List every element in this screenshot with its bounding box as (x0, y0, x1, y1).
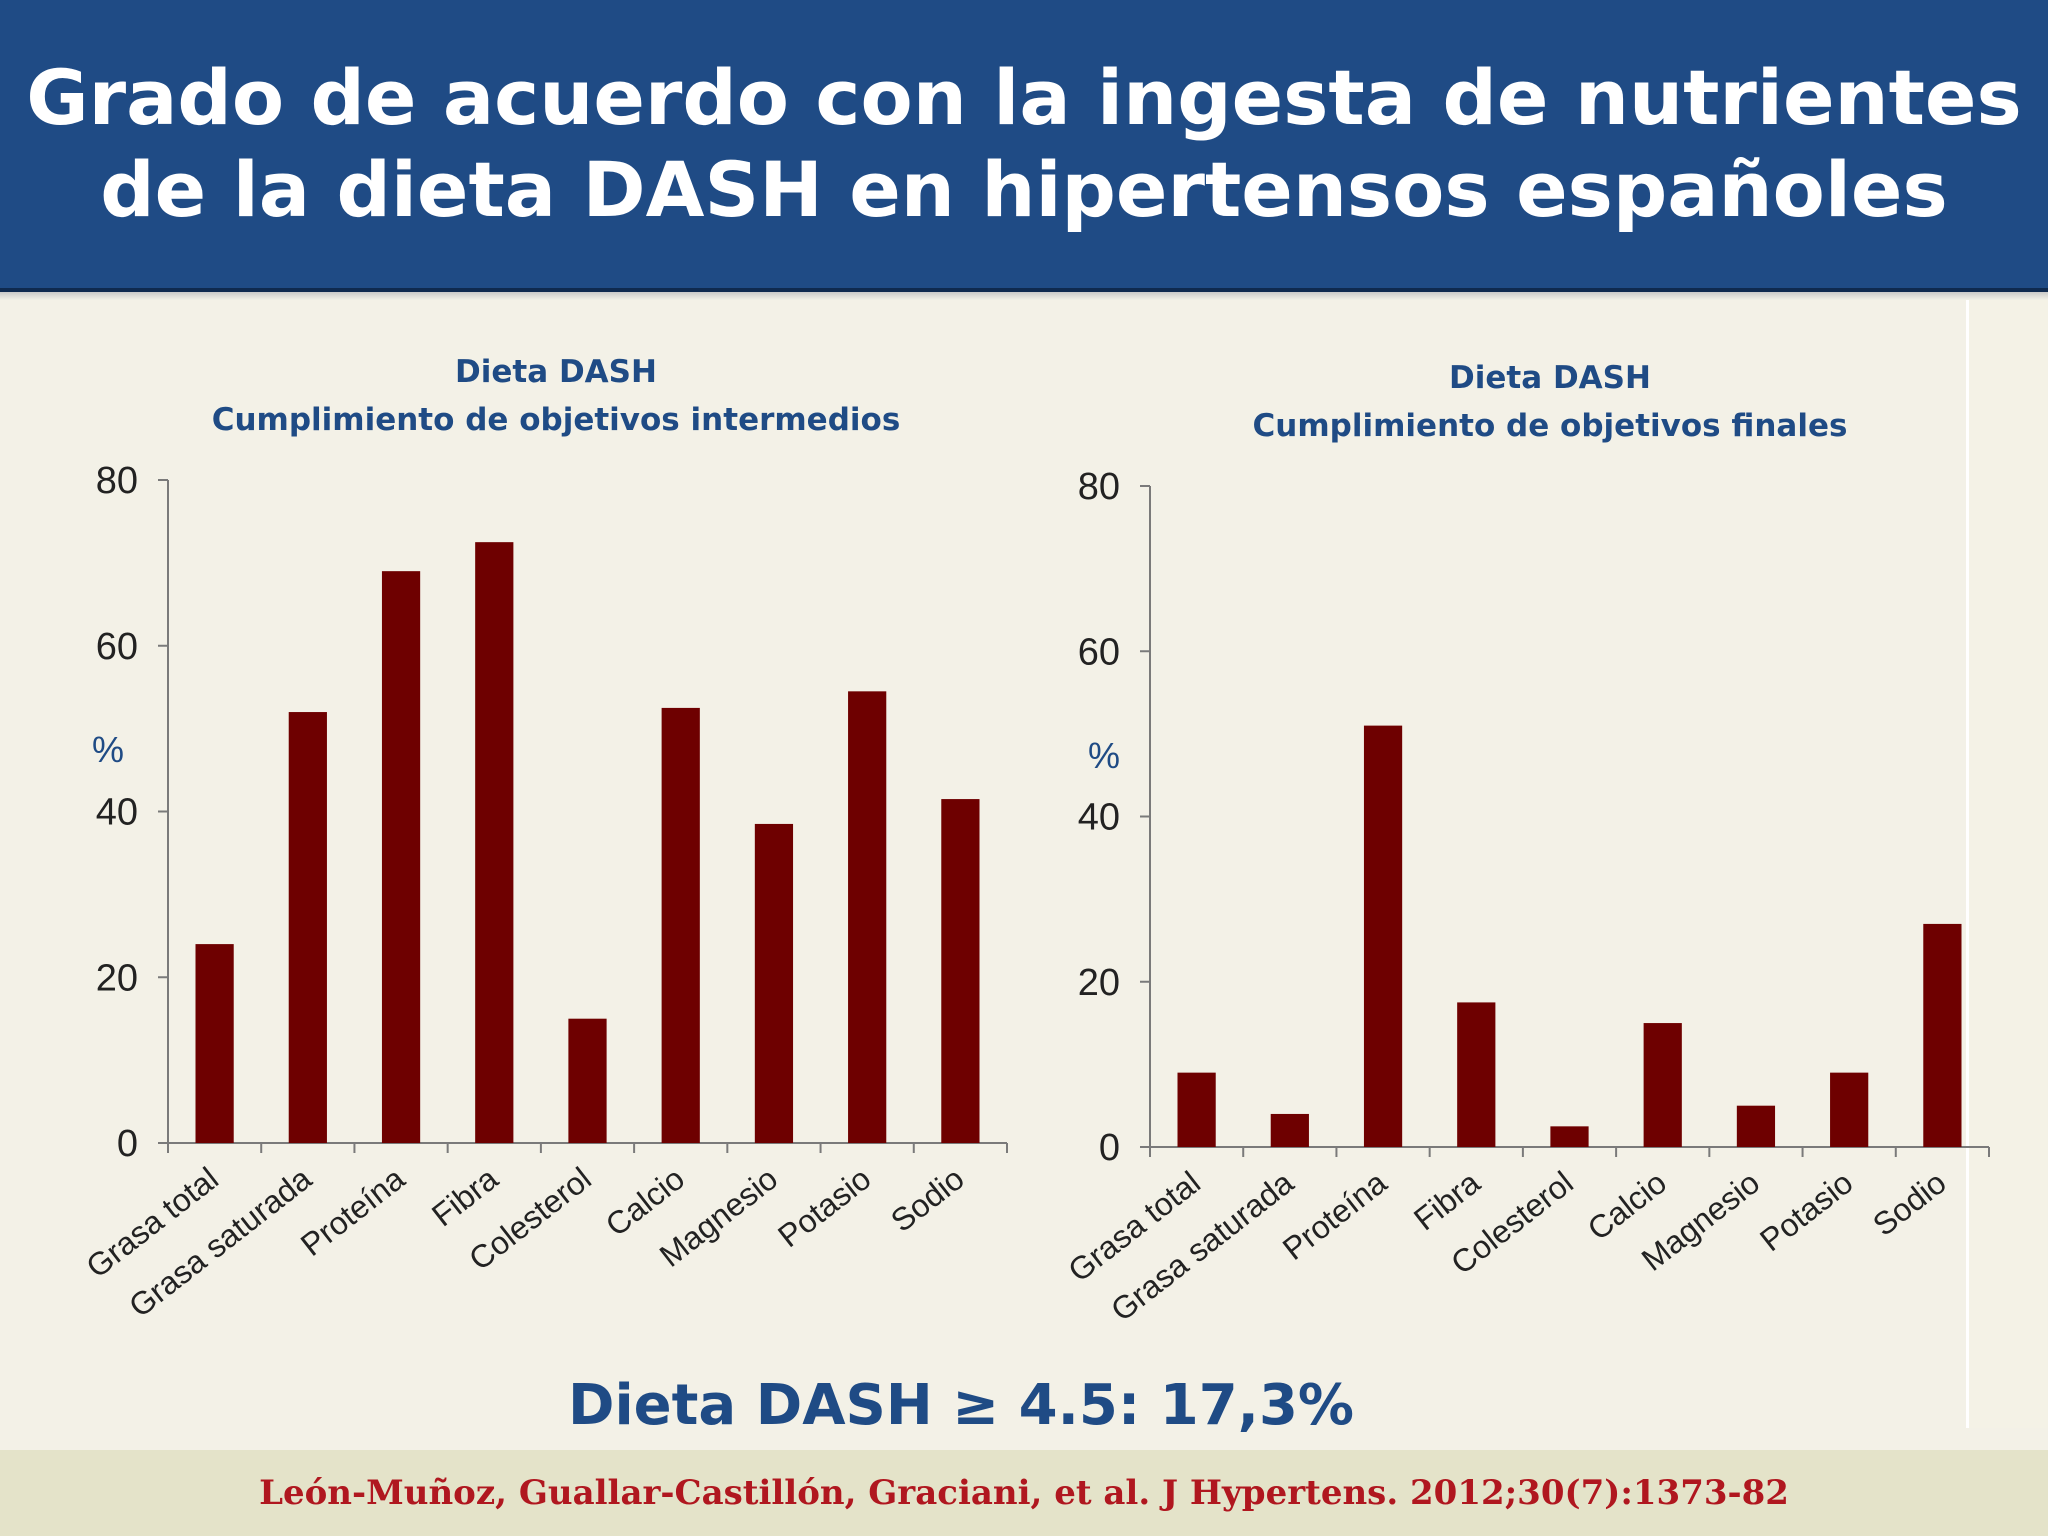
bar (1736, 1105, 1776, 1147)
x-category-label: Fibra (1407, 1164, 1487, 1237)
bar (1643, 1023, 1682, 1147)
slide-title: Grado de acuerdo con la ingesta de nutri… (26, 53, 2022, 234)
y-tick-label: 0 (1099, 1127, 1120, 1169)
chart-final-goals: Dieta DASH Cumplimiento de objetivos fina… (1061, 360, 1990, 1328)
bar (195, 944, 234, 1143)
bar (1923, 923, 1962, 1147)
bar (1457, 1002, 1496, 1147)
y-tick-label: 20 (96, 957, 138, 999)
bar (1550, 1126, 1589, 1147)
chart-subtitle: Cumplimiento de objetivos finales (1253, 408, 1848, 444)
x-category-label: Sodio (1866, 1164, 1953, 1243)
chart-subtitle: Cumplimiento de objetivos intermedios (212, 402, 901, 438)
bar (381, 571, 421, 1143)
bar (941, 799, 980, 1143)
citation-text: León-Muñoz, Guallar-Castillón, Graciani,… (259, 1473, 1789, 1513)
bar (848, 691, 887, 1143)
bar (1177, 1072, 1216, 1147)
y-tick-label: 80 (1078, 466, 1120, 508)
bar (1270, 1113, 1309, 1147)
right-divider-line (1966, 300, 1969, 1428)
x-category-label: Proteína (1276, 1164, 1394, 1267)
y-tick-label: 60 (96, 626, 138, 668)
bar (1363, 725, 1403, 1147)
y-axis-unit-label: % (92, 729, 124, 770)
y-tick-label: 40 (1078, 797, 1120, 839)
y-tick-label: 80 (96, 460, 138, 502)
bar (475, 542, 514, 1143)
chart-title: Dieta DASH (455, 354, 657, 390)
x-category-label: Potasio (1753, 1164, 1859, 1258)
bar (568, 1018, 607, 1143)
bar (661, 707, 700, 1143)
y-tick-label: 0 (117, 1123, 138, 1165)
bar (288, 712, 327, 1143)
chart-title: Dieta DASH (1449, 360, 1651, 396)
chart-intermediate-goals: Dieta DASH Cumplimiento de objetivos inte… (79, 354, 1008, 1324)
y-tick-label: 20 (1078, 962, 1120, 1004)
citation-footer: León-Muñoz, Guallar-Castillón, Graciani,… (0, 1450, 2048, 1536)
right-margin-strip (1966, 300, 2048, 1428)
title-banner-shadow (0, 292, 2048, 300)
bar (1830, 1072, 1869, 1147)
dash-summary-text: Dieta DASH ≥ 4.5: 17,3% (568, 1373, 1355, 1438)
y-tick-label: 60 (1078, 631, 1120, 673)
y-axis-unit-label: % (1088, 735, 1120, 776)
title-banner: Grado de acuerdo con la ingesta de nutri… (0, 0, 2048, 292)
y-tick-label: 40 (96, 792, 138, 834)
bar (754, 823, 794, 1143)
